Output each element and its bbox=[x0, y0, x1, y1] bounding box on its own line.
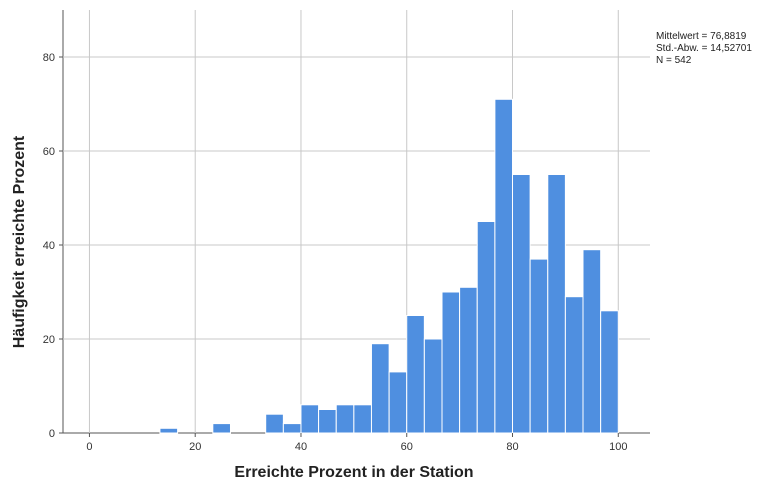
histogram-bar bbox=[318, 409, 337, 434]
histogram-bar bbox=[459, 286, 478, 434]
bars bbox=[159, 98, 619, 434]
histogram-bar bbox=[265, 413, 284, 434]
mean-label: Mittelwert = 76,8819 bbox=[656, 31, 747, 42]
histogram-bar bbox=[159, 427, 179, 434]
histogram-bar bbox=[388, 371, 408, 434]
x-axis-title: Erreichte Prozent in der Station bbox=[234, 464, 473, 481]
x-tick-label: 20 bbox=[189, 441, 201, 453]
x-tick-label: 100 bbox=[609, 441, 627, 453]
y-axis-title: Häufigkeit erreichte Prozent bbox=[11, 135, 28, 348]
histogram-bar bbox=[282, 423, 302, 434]
histogram-bar bbox=[476, 221, 496, 434]
histogram-bar bbox=[212, 423, 231, 434]
tick-labels: 0 20 40 60 80 100 0 20 40 60 80 bbox=[43, 52, 628, 453]
y-tick-label: 0 bbox=[49, 428, 55, 440]
histogram-bar bbox=[300, 404, 320, 434]
histogram-bar bbox=[441, 291, 461, 434]
x-tick-label: 80 bbox=[506, 441, 518, 453]
y-tick-label: 60 bbox=[43, 146, 55, 158]
histogram-bar bbox=[370, 343, 390, 434]
histogram-bar bbox=[600, 310, 619, 434]
histogram-bar bbox=[512, 174, 531, 434]
y-tick-label: 20 bbox=[43, 334, 55, 346]
y-tick-label: 80 bbox=[43, 52, 55, 64]
x-tick-label: 60 bbox=[401, 441, 413, 453]
histogram-bar bbox=[494, 98, 514, 434]
histogram-bar bbox=[353, 404, 372, 434]
y-tick-label: 40 bbox=[43, 240, 55, 252]
stats-box: Mittelwert = 76,8819 Std.-Abw. = 14,5270… bbox=[656, 31, 752, 66]
sd-label: Std.-Abw. = 14,52701 bbox=[656, 43, 752, 54]
histogram-bar bbox=[564, 296, 584, 434]
x-tick-label: 40 bbox=[295, 441, 307, 453]
histogram-bar bbox=[547, 174, 566, 434]
histogram-bar bbox=[582, 249, 602, 434]
histogram-bar bbox=[335, 404, 355, 434]
histogram-bar bbox=[423, 338, 443, 434]
n-label: N = 542 bbox=[656, 55, 692, 66]
histogram-bar bbox=[529, 258, 549, 434]
histogram-bar bbox=[406, 315, 425, 434]
x-tick-label: 0 bbox=[86, 441, 92, 453]
